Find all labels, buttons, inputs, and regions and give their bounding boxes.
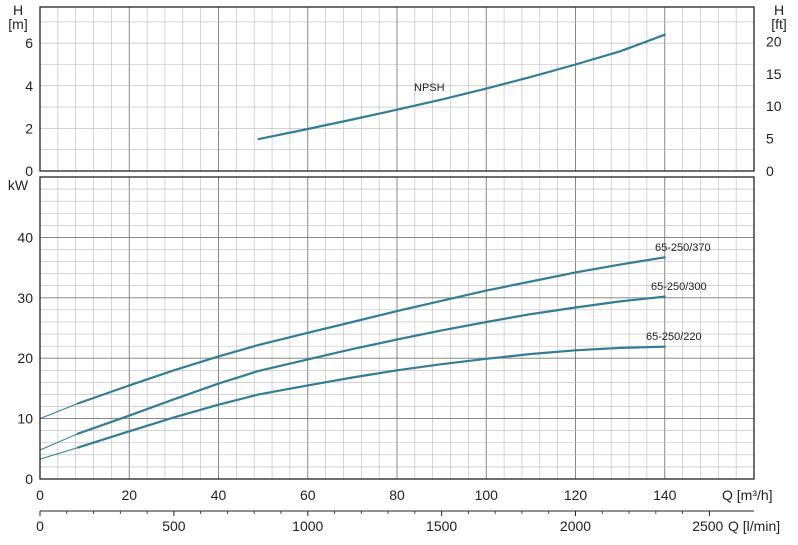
y-tick-label-kw: 40 xyxy=(17,229,33,245)
npsh-frame xyxy=(39,6,755,172)
x-tick-label-lmin: 2000 xyxy=(560,518,591,534)
x-tick-label-m3h: 140 xyxy=(653,487,677,503)
y-tick-label-ft: 10 xyxy=(766,98,782,114)
power-curve-extension xyxy=(39,403,79,420)
y-tick-label-m: 4 xyxy=(25,78,33,94)
x-tick-label-m3h: 120 xyxy=(564,487,588,503)
x-tick-label-m3h: 100 xyxy=(475,487,499,503)
y-tick-label-kw: 30 xyxy=(17,290,33,306)
power-frame xyxy=(39,176,755,480)
power-curve-extension xyxy=(39,447,79,460)
y-tick-label-ft: 5 xyxy=(766,131,774,147)
y-tick-label-kw: 20 xyxy=(17,350,33,366)
y-axis-unit-right: [ft] xyxy=(771,16,787,32)
y-axis-symbol-left: H xyxy=(13,2,23,18)
x-axis-label-lmin: Q [l/min] xyxy=(728,518,780,534)
power-curve xyxy=(76,295,666,435)
power-curve xyxy=(76,345,666,449)
series-label: 65-250/220 xyxy=(646,331,702,343)
series-label-npsh: NPSH xyxy=(414,82,445,94)
x-tick-label-lmin: 1000 xyxy=(292,518,323,534)
x-tick-label-m3h: 0 xyxy=(36,487,44,503)
y-axis-label-kw: kW xyxy=(8,177,29,193)
x-tick-label-m3h: 80 xyxy=(389,487,405,503)
series-label: 65-250/370 xyxy=(655,242,711,254)
x-tick-label-lmin: 1500 xyxy=(426,518,457,534)
x-tick-label-lmin: 500 xyxy=(162,518,186,534)
power-curve-extension xyxy=(39,433,79,451)
y-tick-label-ft: 0 xyxy=(766,163,774,179)
y-tick-label-kw: 0 xyxy=(25,471,33,487)
npsh-curve xyxy=(257,33,666,141)
y-tick-label-m: 0 xyxy=(25,163,33,179)
y-tick-label-m: 2 xyxy=(25,120,33,136)
y-tick-label-ft: 15 xyxy=(766,66,782,82)
x-tick-label-lmin: 2500 xyxy=(692,518,723,534)
y-axis-symbol-right: H xyxy=(774,2,784,18)
npsh-grid xyxy=(39,7,755,172)
power-curves xyxy=(39,256,666,460)
series-label: 65-250/300 xyxy=(651,281,707,293)
series-labels: NPSH 65-250/370 65-250/300 65-250/220 xyxy=(414,82,711,343)
x-tick-label-m3h: 40 xyxy=(211,487,227,503)
x-axis-label-m3h: Q [m³/h] xyxy=(722,487,773,503)
x-tick-label-m3h: 60 xyxy=(300,487,316,503)
y-tick-label-m: 6 xyxy=(25,35,33,51)
y-tick-label-ft: 20 xyxy=(766,33,782,49)
x-tick-label-lmin: 0 xyxy=(36,518,44,534)
y-tick-label-kw: 10 xyxy=(17,411,33,427)
x-tick-label-m3h: 20 xyxy=(121,487,137,503)
power-grid xyxy=(39,176,755,480)
y-axis-unit-left: [m] xyxy=(8,16,27,32)
power-curve xyxy=(76,256,666,405)
npsh-curves xyxy=(257,33,666,141)
